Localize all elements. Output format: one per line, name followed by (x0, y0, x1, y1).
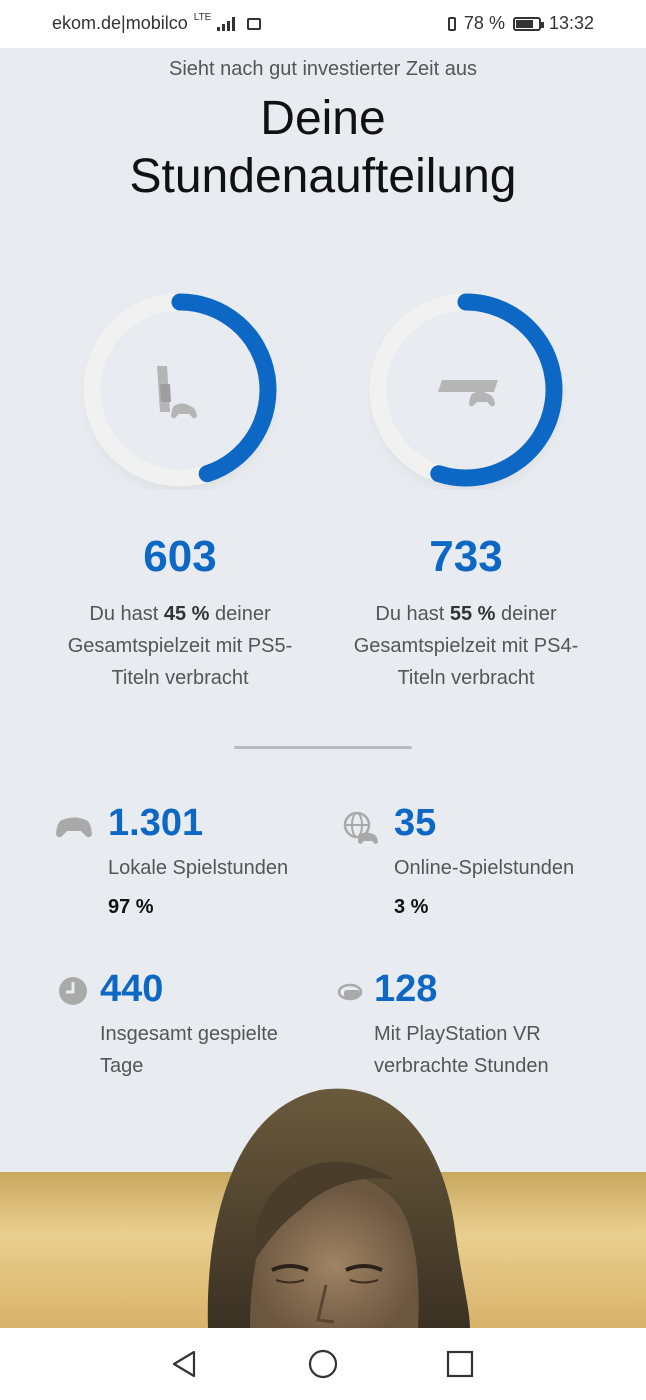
home-button[interactable] (305, 1346, 341, 1382)
globe-gamepad-icon (343, 811, 378, 844)
online-hours-label: Online-Spielstunden (394, 857, 575, 879)
local-hours-percent: 97 % (108, 896, 154, 918)
ps4-ring-progress (430, 293, 563, 487)
days-label: Insgesamt gespielte Tage (100, 1023, 278, 1077)
ps5-console-icon (157, 366, 197, 419)
ps4-console-icon (438, 380, 498, 407)
character-portrait (0, 1080, 646, 1328)
back-button[interactable] (166, 1346, 202, 1382)
ps4-desc-percent: 55 % (449, 603, 496, 625)
ps4-ring (366, 290, 566, 490)
ps4-ring-chart (369, 293, 563, 487)
online-hours-percent: 3 % (394, 896, 429, 918)
clock-icon (59, 977, 87, 1005)
navigation-bar (0, 1328, 646, 1400)
notification-icon (247, 17, 262, 30)
character-portrait-art (207, 1088, 470, 1328)
ps4-hours: 733 (429, 532, 503, 581)
recent-apps-button[interactable] (442, 1346, 478, 1382)
page-subtitle: Sieht nach gut investierter Zeit aus (169, 58, 477, 80)
ps5-desc-percent: 45 % (163, 603, 210, 625)
ps5-ring-base (92, 302, 268, 478)
ps4-description: Du hast 55 % deiner Gesamtspielzeit mit … (346, 598, 586, 694)
section-divider (234, 746, 412, 749)
title-line-1: Deine (260, 92, 386, 145)
battery-fill (515, 19, 534, 28)
ps5-hours: 603 (143, 532, 217, 581)
ps5-ring-chart (83, 293, 277, 487)
ps5-ring-progress (171, 293, 277, 483)
vr-hours-value: 128 (374, 968, 438, 1010)
vr-headset-icon (337, 983, 363, 1001)
status-bar: ekom.de|mobilco LTE 78 % 13:32 (0, 0, 646, 48)
online-hours-value: 35 (394, 802, 437, 844)
ps5-desc-pre: Du hast (89, 603, 164, 625)
carrier-label: ekom.de|mobilco (52, 13, 188, 33)
page-title: Deine Stundenaufteilung (0, 90, 646, 206)
ps5-ring (80, 290, 280, 490)
network-type: LTE (193, 12, 212, 23)
local-hours-value: 1.301 (108, 802, 204, 844)
title-line-2: Stundenaufteilung (129, 150, 517, 203)
vibrate-icon (447, 16, 456, 31)
ps5-description: Du hast 45 % deiner Gesamtspielzeit mit … (60, 598, 300, 694)
clock-time: 13:32 (548, 13, 594, 33)
local-hours-label: Lokale Spielstunden (108, 857, 289, 879)
battery-percent: 78 % (463, 13, 505, 33)
signal-icon (217, 16, 236, 31)
ps4-desc-post: deiner Gesamtspielzeit mit PS4-Titeln ve… (353, 603, 579, 689)
days-value: 440 (100, 968, 164, 1010)
vr-hours-label: Mit PlayStation VR verbrachte Stunden (374, 1023, 549, 1077)
battery-icon (512, 16, 544, 31)
gamepad-icon (56, 817, 92, 838)
ps5-desc-post: deiner Gesamtspielzeit mit PS5-Titeln ve… (67, 603, 293, 689)
ps4-desc-pre: Du hast (375, 603, 450, 625)
